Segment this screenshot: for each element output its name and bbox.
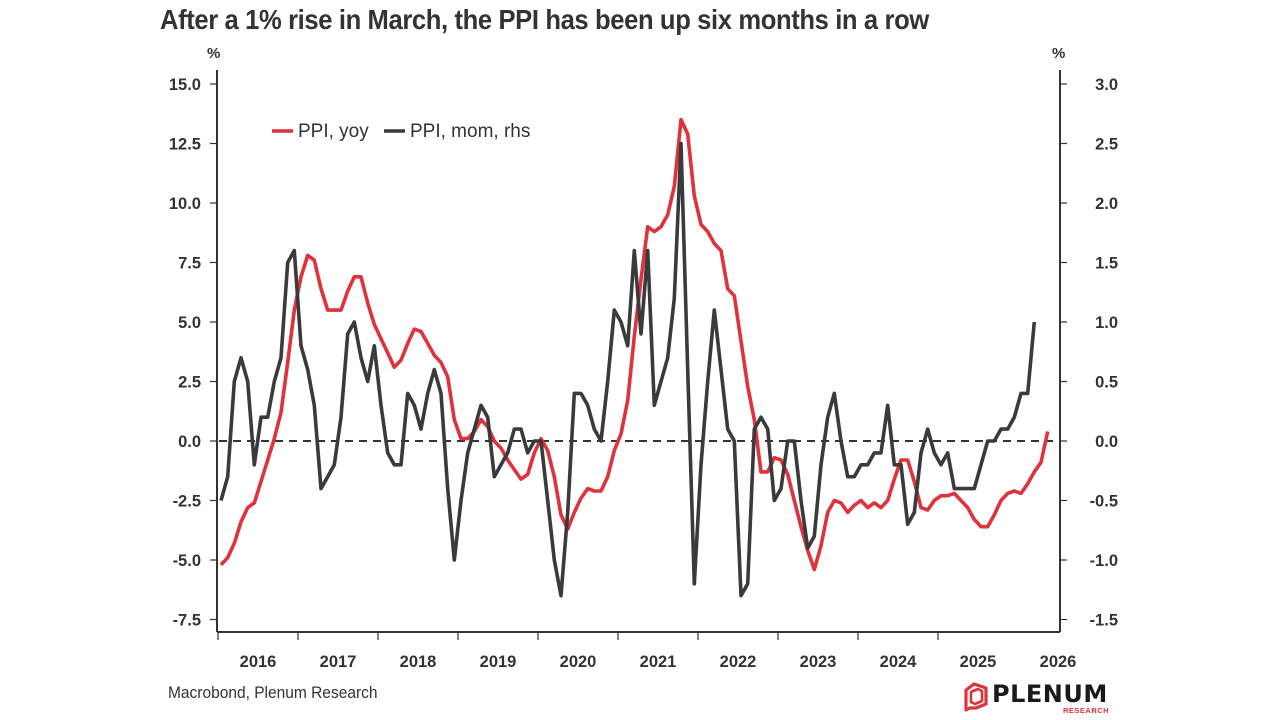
right-tick-label: -0.5 [1090,493,1118,511]
logo-subtitle: RESEARCH [1063,706,1110,715]
left-tick-label: -5.0 [173,552,201,570]
right-tick-label: -1.5 [1090,612,1118,630]
left-tick-label: -2.5 [173,493,201,511]
right-tick-label: -1.0 [1090,552,1118,570]
right-tick-label: 0.5 [1095,374,1118,392]
left-tick-label: 2.5 [178,374,201,392]
x-tick-label: 2022 [720,653,757,671]
left-axis-unit: % [207,45,221,62]
right-tick-label: 1.0 [1095,314,1118,332]
series-line-ppi-yoy [219,117,1050,572]
legend: PPI, yoy PPI, mom, rhs [272,121,530,142]
right-tick-label: 2.0 [1095,195,1118,213]
x-tick-label: 2023 [800,653,837,671]
left-tick-label: 12.5 [169,136,201,154]
x-tick-label: 2021 [640,653,677,671]
x-tick-label: 2016 [240,653,277,671]
right-tick-label: 2.5 [1095,136,1118,154]
left-tick-label: 10.0 [169,195,201,213]
left-tick-label: 5.0 [178,314,201,332]
plenum-logo-icon [964,682,988,712]
right-tick-label: 3.0 [1095,76,1118,94]
x-tick-label: 2025 [960,653,997,671]
x-tick-label: 2026 [1040,653,1077,671]
x-tick-label: 2018 [400,653,437,671]
right-axis-unit: % [1052,45,1066,62]
logo-wordmark: PLENUM [992,680,1108,708]
left-tick-label: 15.0 [169,76,201,94]
x-tick-label: 2019 [480,653,517,671]
series-line-ppi-mom [219,141,1037,598]
left-axis: 15.0 12.5 10.0 7.5 5.0 2.5 0.0 -2.5 -5.0 -7.5 [169,70,218,632]
right-tick-label: 0.0 [1095,433,1118,451]
x-axis: 2016 2017 2018 2019 2020 2021 2022 2023 2024 2025… [217,631,1077,671]
legend-label-ppi-yoy: PPI, yoy [298,121,369,142]
left-tick-label: -7.5 [173,612,201,630]
x-tick-label: 2024 [880,653,918,671]
plenum-logo: PLENUM RESEARCH [962,680,1122,716]
source-note: Macrobond, Plenum Research [168,684,378,702]
chart-title: After a 1% rise in March, the PPI has be… [160,4,929,35]
right-axis: 3.0 2.5 2.0 1.5 1.0 0.5 0.0 -0.5 -1.0 -1.5 [1059,70,1118,632]
x-tick-label: 2020 [560,653,597,671]
legend-label-ppi-mom: PPI, mom, rhs [410,121,530,142]
left-tick-label: 0.0 [178,433,201,451]
x-tick-label: 2017 [320,653,357,671]
left-tick-label: 7.5 [178,255,201,273]
right-tick-label: 1.5 [1095,255,1118,273]
